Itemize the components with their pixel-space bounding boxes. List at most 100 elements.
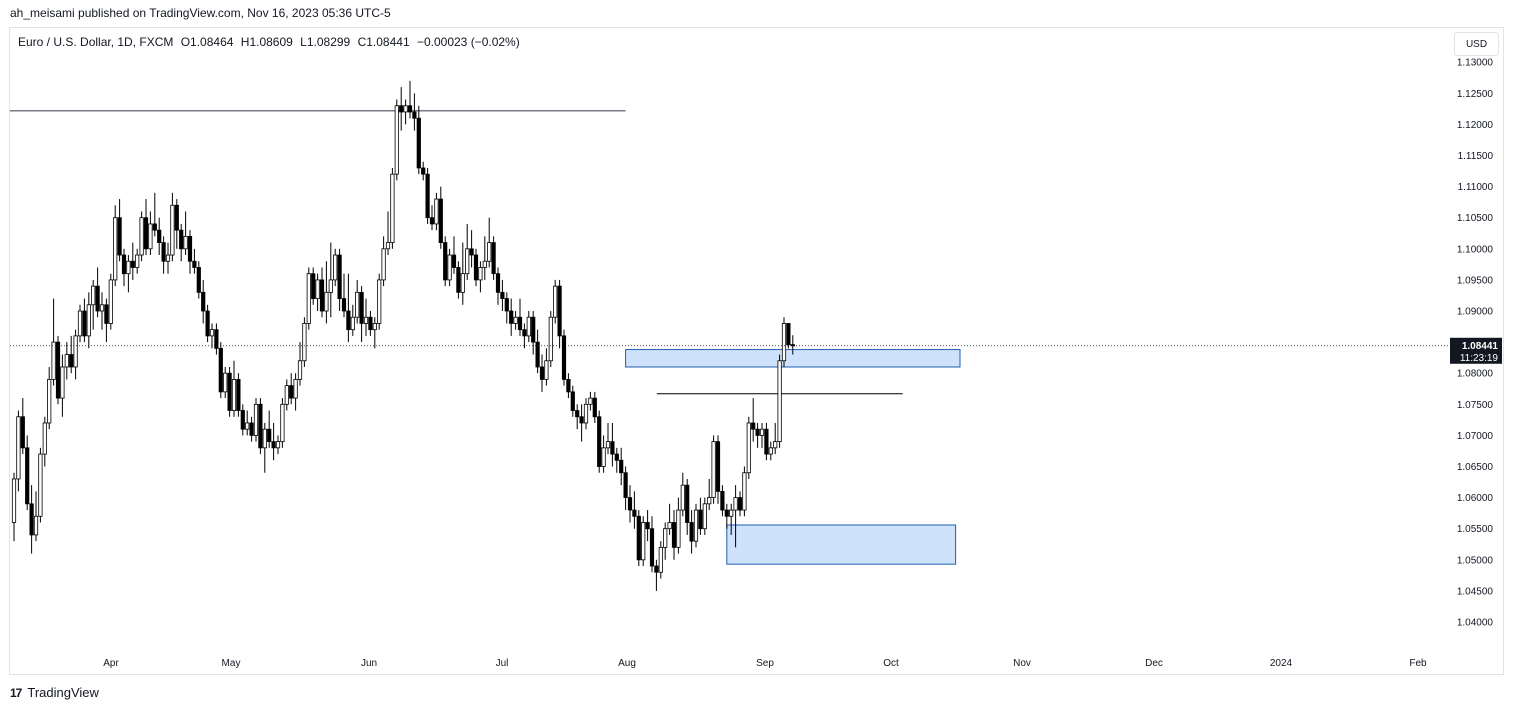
candle-body [434, 198, 439, 225]
candle-body [473, 254, 479, 281]
candle [724, 503, 729, 529]
candle-body [478, 267, 483, 281]
candle [768, 441, 773, 461]
candle [416, 105, 421, 175]
candle [447, 248, 452, 287]
candle [126, 255, 131, 293]
candle-body [311, 273, 316, 299]
candle-body [451, 254, 457, 268]
legend-open: O1.08464 [180, 35, 234, 49]
candle-body [601, 447, 606, 467]
candle [394, 99, 399, 181]
candle [333, 248, 338, 287]
candle-body [104, 304, 109, 324]
candle-body [183, 235, 188, 250]
currency-button[interactable]: USD [1454, 32, 1499, 56]
candle [355, 279, 360, 324]
candle [614, 447, 619, 473]
candle-body [407, 105, 413, 113]
candle-body [218, 347, 223, 393]
candle-body [95, 285, 100, 312]
candle-body [69, 354, 74, 368]
candle-body [531, 316, 536, 343]
candle-body [663, 528, 668, 548]
candle [465, 223, 470, 280]
candle [385, 211, 391, 256]
candle-body [390, 173, 395, 243]
candle-body [491, 242, 496, 275]
x-tick-label: Dec [1145, 658, 1163, 669]
candle-body [306, 273, 311, 324]
candle [702, 497, 707, 535]
candle-body [293, 379, 298, 399]
y-tick-label: 1.08000 [1457, 369, 1494, 380]
candle [711, 435, 716, 504]
candle [693, 503, 699, 548]
candle-body [108, 279, 113, 324]
candle-body [676, 509, 681, 548]
y-tick-label: 1.05500 [1457, 524, 1494, 535]
candle-body [117, 217, 122, 256]
candle-body [130, 260, 135, 268]
y-tick-label: 1.06500 [1457, 462, 1494, 473]
candle [755, 422, 760, 448]
candle-body [654, 565, 659, 573]
candle [575, 404, 580, 430]
candle-body [231, 379, 237, 411]
zones-layer [625, 349, 961, 565]
candle [306, 267, 311, 330]
candle [359, 286, 364, 343]
candle [509, 298, 514, 336]
candle-body [267, 428, 272, 443]
candle [429, 205, 435, 231]
candle-body [715, 441, 721, 492]
candle-body [355, 291, 360, 318]
candle-body [465, 248, 470, 275]
chart-frame [9, 27, 1504, 675]
candle [372, 317, 377, 349]
candle-body [535, 341, 540, 368]
candle-body [99, 304, 105, 312]
candle [685, 478, 690, 535]
y-tick-label: 1.04500 [1457, 586, 1494, 597]
candle [513, 311, 518, 330]
last-price-tag [1450, 337, 1502, 364]
candle [680, 472, 685, 517]
candle [473, 248, 479, 287]
candle [104, 298, 109, 343]
candle-body [381, 248, 386, 281]
candle-body [236, 379, 241, 411]
candle [548, 311, 553, 367]
candle [742, 466, 747, 517]
candle [311, 267, 316, 305]
candle-body [205, 310, 210, 337]
candle [240, 404, 245, 436]
candle-body [685, 484, 690, 523]
candle-body [443, 242, 448, 281]
candle-body [623, 472, 628, 499]
candle-body [11, 478, 17, 523]
candle-body [51, 341, 56, 380]
candle-body [297, 360, 303, 380]
candle-body [113, 217, 118, 281]
candle-body [223, 372, 228, 393]
candle [245, 410, 250, 436]
candle-body [557, 285, 562, 337]
candle-body [280, 403, 285, 443]
candle [187, 230, 193, 274]
candle-body [258, 403, 263, 449]
candle [487, 217, 492, 268]
y-tick-label: 1.13000 [1457, 58, 1494, 69]
candle-body [161, 242, 166, 262]
x-tick-label: Sep [756, 658, 774, 669]
candle-body [421, 167, 426, 175]
y-tick-label: 1.11500 [1458, 151, 1494, 162]
candle-body [447, 254, 452, 281]
candle-body [777, 360, 782, 443]
candle-body [328, 279, 333, 293]
candle-body [671, 522, 677, 548]
candle [377, 273, 382, 330]
candle [139, 211, 144, 262]
candle [183, 211, 188, 256]
